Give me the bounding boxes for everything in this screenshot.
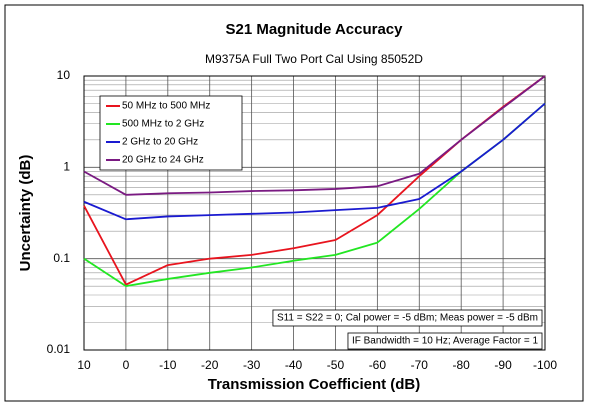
- chart-title: S21 Magnitude Accuracy: [225, 21, 403, 38]
- y-tick-label: 0.01: [47, 342, 71, 356]
- x-tick-label: -80: [453, 358, 471, 372]
- annotation-box: [272, 309, 543, 327]
- legend-label: 50 MHz to 500 MHz: [122, 101, 210, 112]
- legend-box: [99, 95, 243, 171]
- legend-label: 2 GHz to 20 GHz: [122, 137, 198, 148]
- y-tick-label: 0.1: [53, 251, 70, 265]
- x-tick-label: -20: [201, 358, 219, 372]
- annotation-box: [347, 332, 543, 350]
- x-tick-label: -30: [243, 358, 261, 372]
- y-tick-label: 10: [57, 68, 71, 82]
- x-tick-label: -60: [369, 358, 387, 372]
- legend-label: 20 GHz to 24 GHz: [122, 155, 204, 166]
- x-tick-label: -50: [327, 358, 345, 372]
- chart-subtitle: M9375A Full Two Port Cal Using 85052D: [205, 52, 423, 66]
- x-axis-label: Transmission Coefficient (dB): [208, 376, 421, 393]
- series-line: [83, 102, 546, 221]
- series-line: [83, 75, 546, 196]
- y-axis-label: Uncertainty (dB): [17, 155, 34, 272]
- plot-border: [83, 75, 546, 351]
- x-tick-label: 10: [77, 358, 91, 372]
- y-tick-label: 1: [63, 160, 70, 174]
- x-tick-label: -70: [411, 358, 429, 372]
- annotation: IF Bandwidth = 10 Hz; Average Factor = 1: [352, 336, 538, 347]
- x-tick-label: -100: [533, 358, 557, 372]
- x-tick-label: -40: [285, 358, 303, 372]
- legend-label: 500 MHz to 2 GHz: [122, 119, 204, 130]
- x-tick-label: -90: [494, 358, 512, 372]
- annotation: S11 = S22 = 0; Cal power = -5 dBm; Meas …: [277, 313, 538, 324]
- x-tick-label: -10: [159, 358, 177, 372]
- x-tick-label: 0: [123, 358, 130, 372]
